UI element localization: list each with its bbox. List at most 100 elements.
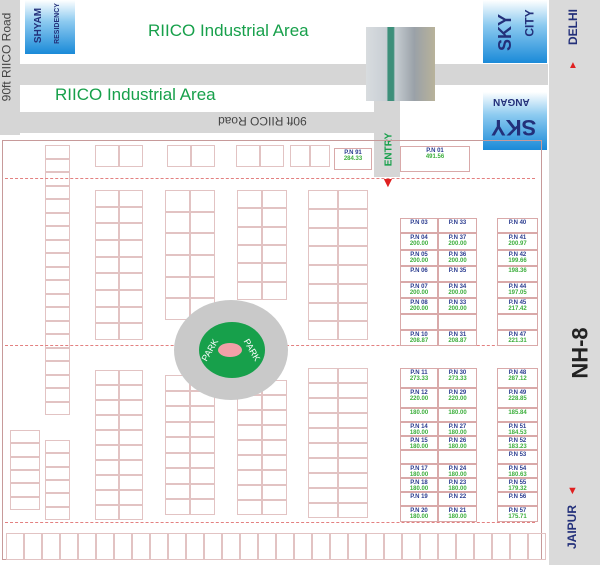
- plot: [258, 533, 276, 560]
- plot: [45, 374, 70, 388]
- plot: P.N 29 220.00: [438, 388, 477, 408]
- plot: [402, 533, 420, 560]
- plot: [95, 475, 119, 490]
- plot: [190, 211, 215, 234]
- plot: [168, 533, 186, 560]
- plot: P.N 52 183.23: [497, 436, 538, 450]
- plot: [312, 533, 330, 560]
- plot: [45, 226, 70, 240]
- plot-area: 273.33: [409, 376, 429, 382]
- plot: [366, 533, 384, 560]
- plot-number: P.N 17: [410, 466, 428, 472]
- plot: 180.00: [400, 408, 438, 422]
- plot-number: P.N 20: [410, 508, 428, 514]
- plot-area: 221.31: [508, 338, 527, 344]
- plot: [45, 347, 70, 361]
- plot: [262, 410, 287, 425]
- road-centerline: [5, 522, 535, 523]
- plot-number: P.N 08: [410, 300, 428, 306]
- plot: [438, 533, 456, 560]
- plot: [262, 440, 287, 455]
- plot: [237, 485, 262, 500]
- plot: [237, 425, 262, 440]
- plot-area: 180.00: [409, 486, 429, 492]
- plot-number: P.N 47: [508, 332, 527, 338]
- plot: [190, 499, 215, 515]
- plot: P.N 18 180.00: [400, 478, 438, 492]
- plot-number: P.N 26: [448, 438, 467, 444]
- plot-area: 200.00: [409, 306, 429, 312]
- plot-number: P.N 37: [448, 235, 467, 241]
- plot-area: 180.00: [448, 444, 467, 450]
- plot: [191, 145, 215, 167]
- plot: [400, 314, 438, 330]
- plot: P.N 04 200.00: [400, 233, 438, 250]
- plot-area: 200.00: [409, 290, 429, 296]
- plot: [95, 400, 119, 415]
- plot: [308, 227, 338, 247]
- plot: [119, 323, 143, 340]
- plot: [119, 256, 143, 274]
- plot: [95, 323, 119, 340]
- plot: [338, 246, 368, 265]
- plot: [165, 406, 190, 422]
- inner-90ft-road: [0, 112, 400, 133]
- plot: P.N 41 200.97: [497, 233, 538, 250]
- plot: [119, 430, 143, 445]
- shyam-residency-box: SHYAM RESIDENCY: [25, 0, 75, 54]
- plot-number: P.N 35: [448, 268, 467, 274]
- plot: [165, 390, 190, 407]
- plot: [262, 425, 287, 440]
- plot: [45, 158, 70, 172]
- plot: [165, 483, 190, 500]
- sky-city-city-label: CITY: [522, 9, 537, 37]
- plot: P.N 37 200.00: [438, 233, 477, 250]
- plot: [236, 145, 260, 167]
- sky-city-sky-label: SKY: [495, 13, 516, 52]
- plot: [338, 208, 368, 228]
- plot: [45, 466, 70, 480]
- plot: [45, 401, 70, 415]
- plot-area: 208.87: [409, 338, 429, 344]
- plot: [95, 206, 119, 224]
- plot-area: 217.42: [508, 306, 527, 312]
- jaipur-label: JAIPUR: [565, 504, 580, 550]
- plot-number: P.N 41: [508, 235, 527, 241]
- plot: [294, 533, 312, 560]
- plot-number: P.N 18: [410, 480, 428, 486]
- plot: [165, 421, 190, 438]
- plot-area: 180.63: [508, 472, 527, 478]
- plot: [420, 533, 438, 560]
- plot: P.N 49 228.85: [497, 388, 538, 408]
- plot: [237, 208, 262, 227]
- plot: [45, 334, 70, 348]
- plot: [190, 421, 215, 438]
- plot: P.N 22: [438, 492, 477, 506]
- plot: P.N 44 197.05: [497, 282, 538, 298]
- plot: [338, 488, 368, 503]
- plot-number: P.N 12: [410, 390, 428, 396]
- plot: P.N 53: [497, 450, 538, 464]
- plot: [338, 473, 368, 488]
- plot: [338, 321, 368, 340]
- plot: P.N 05 200.00: [400, 250, 438, 266]
- plot: [262, 281, 287, 300]
- riico-area-second: RIICO Industrial Area: [55, 85, 216, 104]
- plot: [262, 485, 287, 500]
- plot-area: 200.00: [409, 258, 429, 264]
- plot-area: 180.00: [409, 514, 429, 520]
- plot-area: 180.00: [409, 444, 429, 450]
- plot: [237, 500, 262, 515]
- plot: [45, 493, 70, 507]
- highway-label: NH-8: [567, 327, 593, 379]
- plot: [308, 398, 338, 413]
- plot: [308, 208, 338, 228]
- plot: P.N 24 180.00: [438, 464, 477, 478]
- plot: [45, 480, 70, 494]
- plot-area: 220.00: [409, 396, 429, 402]
- plot: [45, 199, 70, 213]
- plot-area: 180.00: [448, 472, 467, 478]
- plot: [262, 263, 287, 282]
- plot-area: 287.12: [508, 376, 527, 382]
- delhi-label: DELHI: [566, 9, 580, 45]
